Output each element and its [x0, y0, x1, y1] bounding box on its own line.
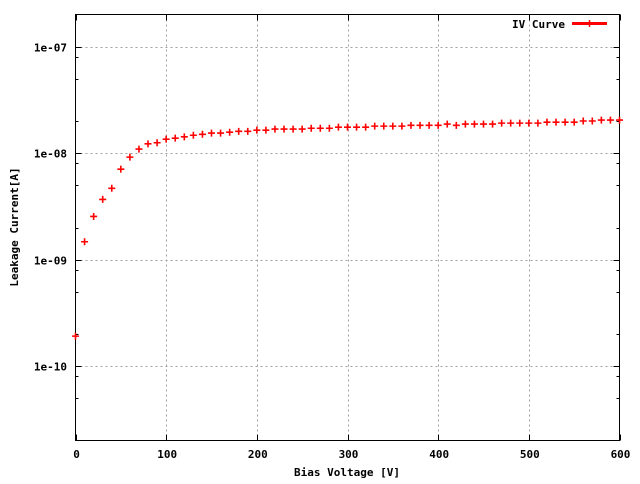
data-point [579, 117, 587, 125]
data-point [616, 116, 623, 124]
data-point [480, 120, 487, 128]
data-point [561, 118, 569, 126]
data-point [99, 195, 107, 203]
data-point [289, 125, 297, 133]
data-point [470, 120, 478, 128]
x-tick-labels: 0 100 200 300 400 500 600 [73, 448, 630, 461]
data-point [461, 120, 469, 128]
data-point [443, 120, 451, 128]
data-point [280, 125, 288, 133]
x-tick-label: 600 [611, 448, 631, 461]
data-point [226, 128, 234, 136]
data-point [425, 121, 433, 129]
x-tick-label: 100 [157, 448, 177, 461]
data-point [398, 122, 406, 130]
data-point [552, 118, 560, 126]
data-point [570, 118, 578, 126]
data-point [72, 332, 79, 340]
data-point [198, 130, 206, 138]
data-point [407, 121, 415, 129]
data-point [244, 127, 252, 135]
data-point [389, 122, 397, 130]
x-tick-label: 0 [73, 448, 80, 461]
data-point [144, 140, 152, 148]
y-tick-label: 1e-08 [34, 148, 67, 161]
x-tick-label: 400 [429, 448, 449, 461]
data-point [588, 117, 596, 125]
data-point [353, 123, 361, 131]
data-point [253, 126, 261, 134]
data-point [171, 134, 179, 142]
x-axis-label: Bias Voltage [V] [294, 466, 400, 479]
x-tick-label: 300 [339, 448, 359, 461]
data-point [380, 122, 388, 130]
data-point [316, 124, 324, 132]
grid [75, 14, 620, 441]
data-point [452, 121, 460, 129]
legend-marker [586, 20, 593, 27]
data-point [371, 122, 379, 130]
data-point [189, 131, 197, 139]
data-point [235, 127, 243, 135]
data-point [507, 119, 515, 127]
data-point [543, 118, 551, 126]
data-point [298, 125, 306, 133]
data-points [72, 116, 623, 340]
plot-frame [75, 14, 620, 441]
data-point [81, 238, 89, 246]
data-point [606, 116, 614, 124]
x-tick-label: 500 [520, 448, 540, 461]
data-point [217, 129, 225, 137]
legend: IV Curve [512, 18, 607, 31]
data-point [271, 125, 279, 133]
data-point [126, 153, 134, 161]
data-point [434, 121, 442, 129]
x-tick-label: 200 [248, 448, 268, 461]
data-point [90, 212, 98, 220]
data-point [489, 120, 497, 128]
legend-label: IV Curve [512, 18, 565, 31]
data-point [153, 139, 161, 147]
y-tick-labels: 1e-07 1e-08 1e-09 1e-10 [34, 42, 67, 374]
data-point [325, 124, 333, 132]
data-point [307, 124, 315, 132]
y-tick-label: 1e-09 [34, 255, 67, 268]
data-point [362, 123, 370, 131]
data-point [262, 126, 270, 134]
data-point [344, 123, 351, 131]
data-point [334, 123, 342, 131]
data-point [180, 133, 188, 141]
data-point [208, 129, 215, 137]
data-point [135, 145, 143, 153]
ticks [75, 14, 621, 441]
data-point [498, 119, 506, 127]
y-tick-label: 1e-10 [34, 361, 67, 374]
data-point [525, 119, 533, 127]
data-point [162, 135, 170, 143]
data-point [108, 184, 116, 192]
data-point [597, 116, 605, 124]
data-point [516, 119, 524, 127]
y-axis-label: Leakage Current[A] [8, 167, 21, 286]
data-point [117, 165, 125, 173]
y-tick-label: 1e-07 [34, 42, 67, 55]
data-point [416, 121, 424, 129]
data-point [534, 119, 542, 127]
